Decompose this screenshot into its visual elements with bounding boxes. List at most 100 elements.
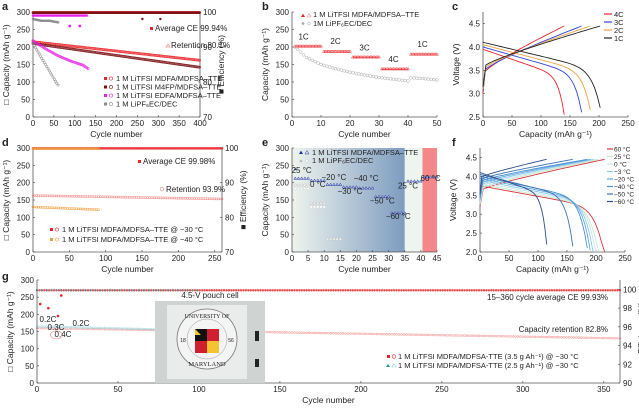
capacity-point: [188, 64, 191, 68]
efficiency-point: [400, 289, 403, 292]
efficiency-point: [81, 289, 85, 292]
capacity-point: [115, 54, 119, 57]
efficiency-point: [514, 289, 517, 292]
efficiency-point: [426, 289, 430, 292]
capacity-point: [531, 335, 534, 339]
efficiency-point: [227, 289, 231, 292]
capacity-point: [130, 328, 133, 331]
efficiency-point: [490, 289, 493, 292]
rate-label: 2C: [330, 37, 340, 46]
y-tick-label: 300: [276, 8, 290, 17]
capacity-point: [86, 327, 90, 331]
capacity-point: [84, 326, 87, 329]
capacity-point: [118, 328, 121, 331]
capacity-point: [273, 331, 277, 334]
efficiency-point: [198, 289, 201, 292]
capacity-point: [386, 194, 391, 198]
legend-label: 1 M LiPF₆EC/DEC: [312, 156, 374, 165]
efficiency-point: [276, 289, 279, 292]
capacity-point: [59, 46, 62, 49]
capacity-point: [337, 332, 340, 335]
capacity-point: [142, 327, 146, 331]
legend-marker-filled: [104, 77, 107, 80]
capacity-point: [354, 71, 358, 75]
y-axis-title: □ Capacity (mAh g⁻¹): [1, 24, 11, 105]
capacity-point: [417, 333, 420, 337]
x-tick-label: 50: [49, 119, 58, 128]
efficiency-point: [587, 289, 590, 292]
x-tick-label: 300: [152, 119, 166, 128]
legend-label: 1 M LiTFSI MDFA/MDFSA–TTE @ −30 °C: [62, 225, 204, 234]
capacity-point: [165, 61, 169, 64]
capacity-point: [502, 335, 505, 338]
capacity-point: [174, 56, 178, 60]
efficiency-point: [145, 289, 148, 292]
capacity-point: [370, 186, 375, 190]
capacity-point: [354, 332, 357, 335]
efficiency-point: [397, 289, 401, 292]
legend-marker-filled: [104, 102, 107, 106]
capacity-point: [125, 327, 129, 330]
efficiency-point: [531, 289, 534, 292]
capacity-point: [120, 54, 124, 58]
capacity-point: [601, 336, 605, 340]
capacity-point: [145, 53, 149, 56]
capacity-point: [55, 45, 59, 49]
capacity-point: [310, 58, 314, 62]
capacity-point: [409, 179, 414, 183]
capacity-point: [419, 179, 423, 183]
capacity-point: [72, 327, 75, 330]
capacity-point: [138, 52, 141, 55]
capacity-point: [105, 52, 109, 56]
efficiency-point: [443, 289, 447, 292]
capacity-point: [113, 49, 116, 53]
capacity-point: [313, 205, 317, 209]
capacity-point: [146, 53, 150, 56]
capacity-point: [141, 57, 145, 61]
capacity-point: [64, 46, 67, 50]
capacity-point: [94, 51, 98, 54]
efficiency-point: [536, 289, 539, 292]
capacity-point: [422, 333, 425, 337]
x-tick-label: 250: [208, 254, 222, 263]
efficiency-point: [356, 289, 359, 292]
capacity-point: [161, 54, 165, 58]
capacity-point: [65, 46, 69, 50]
discharge-curve: [479, 185, 606, 253]
capacity-point: [198, 58, 201, 62]
capacity-point: [109, 48, 113, 52]
capacity-point: [161, 60, 165, 64]
legend-label: −60 °C: [614, 198, 634, 206]
efficiency-point: [492, 289, 495, 292]
capacity-point: [70, 60, 74, 63]
capacity-point: [307, 57, 312, 61]
capacity-point: [142, 328, 146, 332]
capacity-point: [168, 61, 171, 65]
capacity-point: [402, 333, 406, 336]
capacity-point: [43, 325, 46, 328]
seal-year: 56: [228, 338, 234, 344]
y2-tick-label: 70: [203, 113, 212, 122]
discharge-curve: [479, 172, 548, 245]
efficiency-point: [271, 289, 274, 292]
efficiency-point: [419, 289, 423, 292]
capacity-point: [55, 81, 59, 85]
capacity-point: [57, 43, 61, 47]
x-tick-label: 0: [31, 119, 36, 128]
capacity-point: [166, 61, 170, 65]
capacity-point: [195, 58, 199, 62]
capacity-point: [69, 59, 72, 63]
y-axis-title: Voltage (V): [448, 179, 458, 221]
x-tick-label: 100: [68, 119, 82, 128]
efficiency-point: [237, 289, 240, 292]
capacity-point: [47, 44, 51, 48]
efficiency-outlier: [159, 17, 162, 21]
efficiency-point: [611, 289, 614, 292]
capacity-point: [463, 334, 466, 337]
legend-marker-open: [305, 159, 309, 163]
panel-label: f: [452, 137, 456, 149]
legend-marker-filled: [104, 85, 107, 89]
x-tick-label: 35: [400, 254, 409, 263]
capacity-point: [183, 57, 186, 60]
